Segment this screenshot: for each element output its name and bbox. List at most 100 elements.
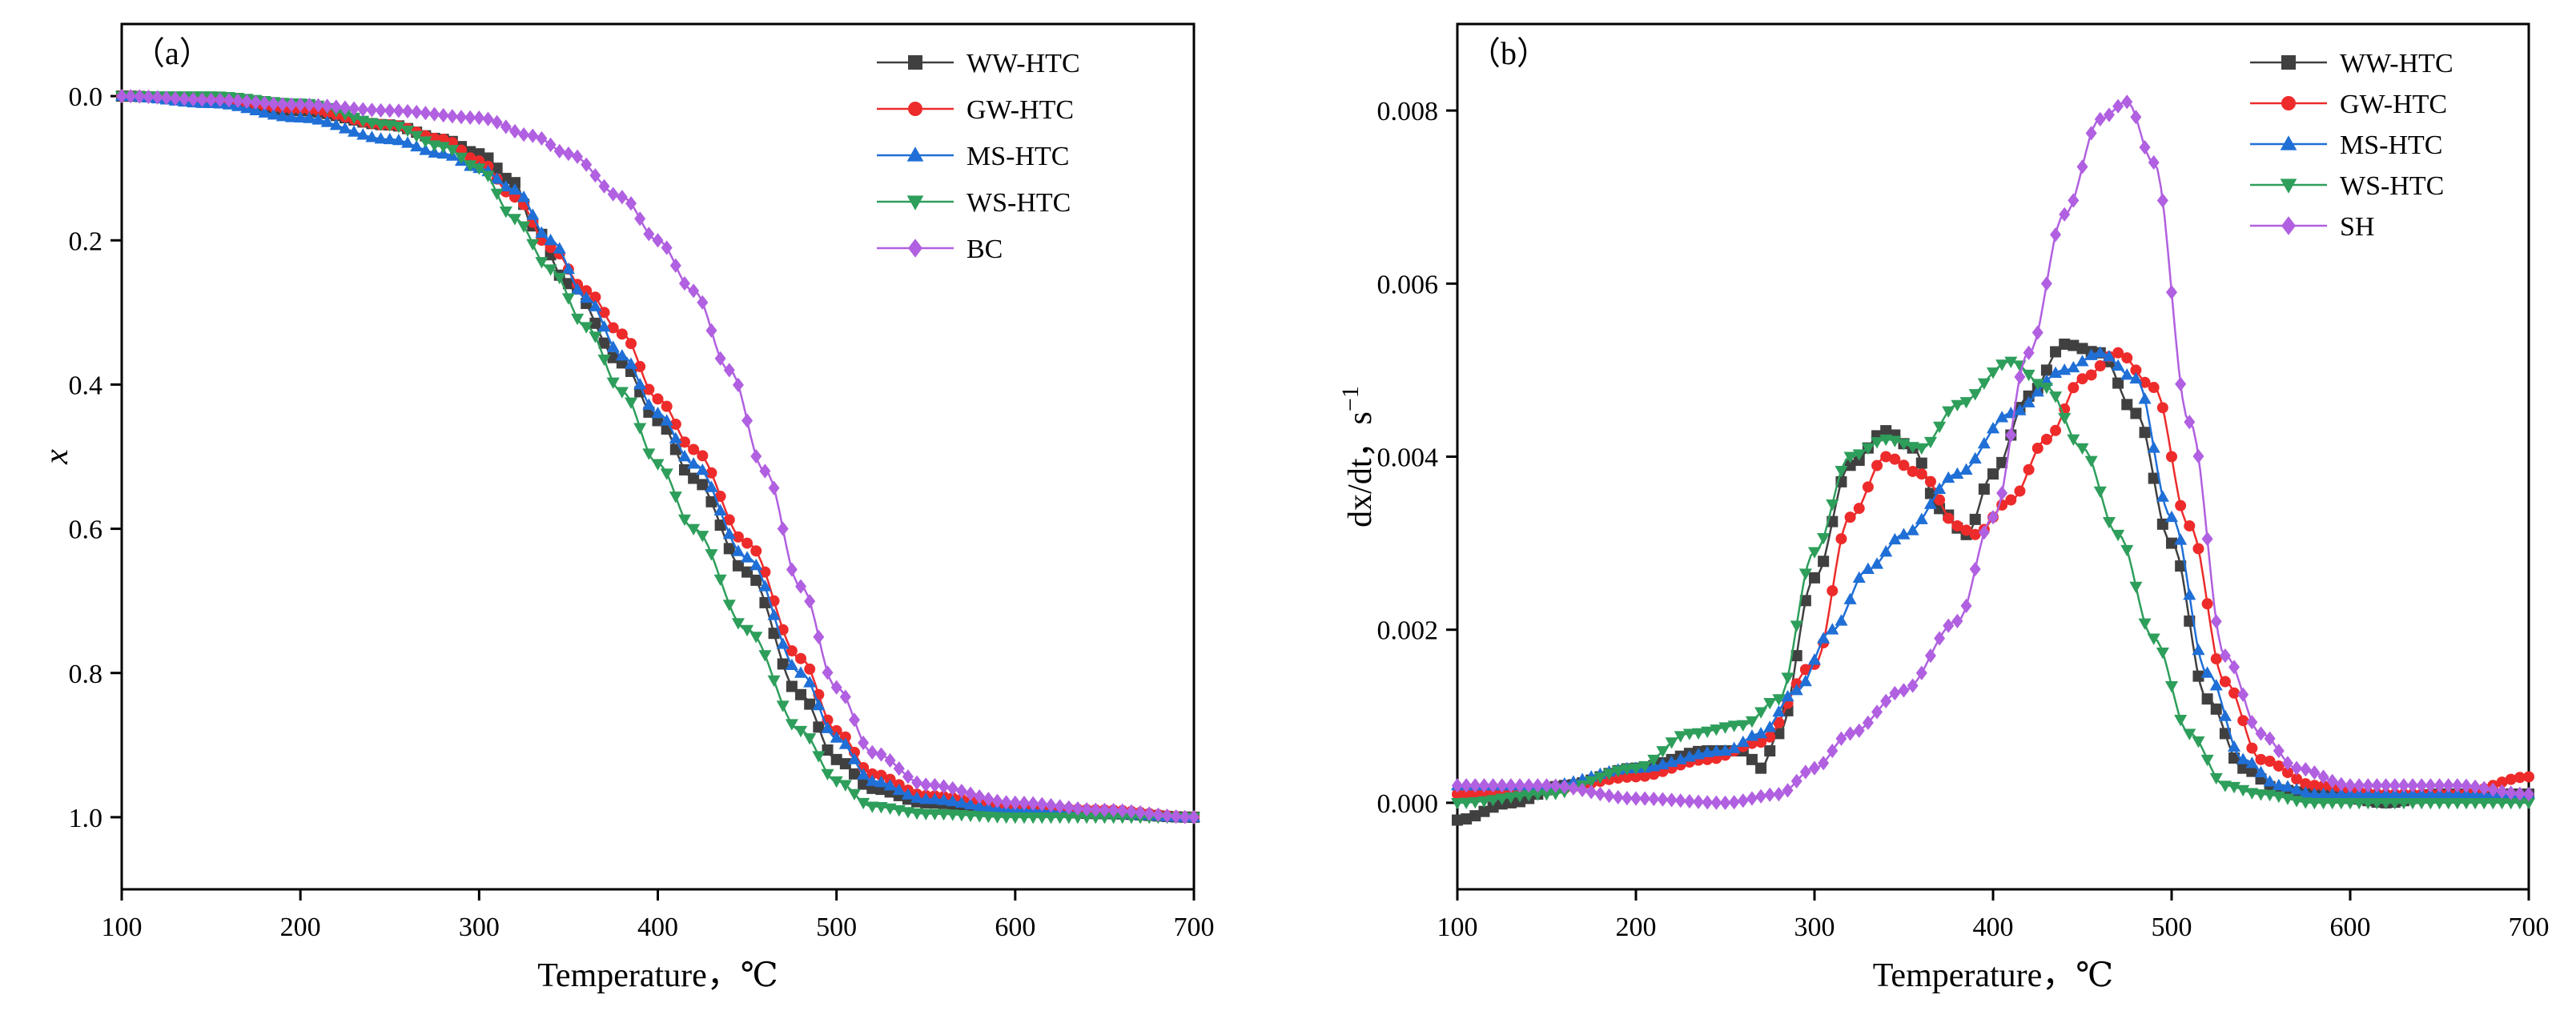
data-point [866,801,879,813]
data-point [2219,648,2231,664]
data-point [1995,411,2009,423]
data-point [2460,778,2472,793]
data-point [678,463,690,475]
data-point [669,491,682,503]
data-point [955,784,967,799]
data-point [2076,355,2089,367]
data-point [1915,443,1928,455]
y-tick-label: 0.008 [1377,97,1439,126]
data-point [259,95,271,110]
data-point [759,596,771,608]
data-point [634,211,646,227]
data-point [410,130,424,143]
data-point [1621,790,1633,806]
data-point [838,780,852,792]
data-point [339,100,351,115]
data-point [874,802,888,814]
data-point [875,769,887,781]
x-axis-title: Temperature，℃ [537,957,778,994]
data-point [1871,557,1884,569]
data-point [2121,94,2133,110]
data-point [356,128,370,140]
data-point [2031,325,2044,340]
data-point [1764,745,1776,757]
data-point [1736,735,1750,748]
data-point [1549,788,1562,800]
data-point [1772,694,1786,706]
data-point [2478,797,2491,810]
data-point [2299,786,2313,798]
data-point [848,768,860,780]
data-point [893,761,905,776]
data-point [1090,802,1102,817]
data-point [2156,647,2169,660]
data-point [1978,483,1990,495]
data-point [1880,425,1892,437]
legend-label: BC [967,235,1003,264]
data-point [1827,585,1839,597]
data-point [688,283,700,299]
data-point [1844,726,1856,741]
x-tick-label: 200 [1616,913,1657,942]
data-point [1045,797,1057,813]
data-point [2353,797,2366,810]
data-point [830,776,843,788]
data-point [2023,463,2035,475]
data-point [1478,778,1490,793]
data-point [2397,797,2410,810]
data-point [652,233,664,248]
data-point [1977,436,1991,449]
data-point [1844,511,1856,524]
data-point [713,574,727,587]
data-point [1478,787,1490,799]
data-point [454,152,468,165]
data-point [2093,346,2107,358]
data-point [901,788,914,800]
data-point [562,278,574,290]
data-point [1781,689,1794,702]
data-point [2014,485,2026,497]
x-tick-label: 200 [280,913,321,942]
data-point [2219,728,2231,740]
data-point [1818,556,1830,568]
data-point [2228,660,2240,675]
data-point [705,495,717,507]
data-point [2380,778,2392,793]
data-point [2308,787,2321,800]
data-point [1674,731,1687,743]
data-point [1188,809,1200,825]
data-point [2156,193,2168,208]
data-point [2166,285,2177,300]
data-point [1099,802,1111,818]
data-point [902,769,914,784]
data-point [732,560,744,572]
data-point [1807,547,1822,559]
data-point [624,357,638,369]
data-point [2450,787,2464,800]
data-point [1763,720,1777,732]
data-point [1461,788,1473,800]
data-point [1960,598,1972,613]
data-point [777,521,789,536]
data-point [946,780,958,796]
data-point [1612,789,1624,805]
data-point [1469,796,1482,809]
data-point [482,111,494,126]
data-point [749,558,763,571]
data-point [1817,533,1831,545]
data-point [821,768,834,781]
data-point [758,580,772,592]
data-point [535,226,549,238]
data-point [2334,797,2348,810]
data-point [1799,764,1811,780]
data-point [2031,442,2044,454]
data-point [1736,720,1750,732]
data-point [2005,427,2017,443]
data-point [2237,715,2249,727]
data-point [581,285,593,297]
data-point [2040,364,2052,376]
data-point [2148,154,2160,170]
data-point [536,130,548,146]
data-point [1071,800,1083,816]
legend-marker [2281,96,2296,110]
